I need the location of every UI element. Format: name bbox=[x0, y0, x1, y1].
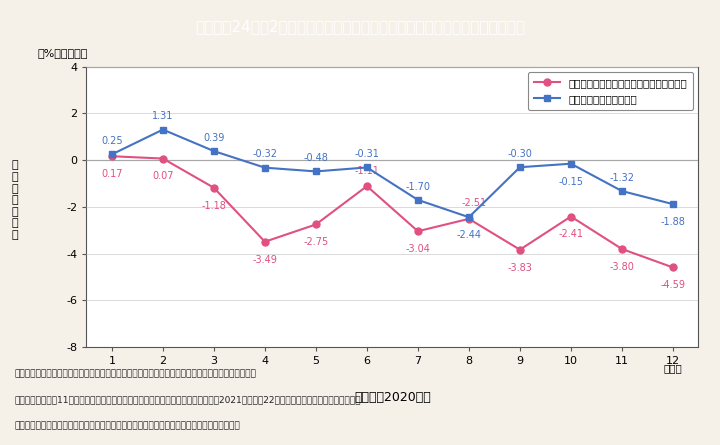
Text: -3.83: -3.83 bbox=[508, 263, 532, 272]
Text: -0.32: -0.32 bbox=[253, 150, 277, 159]
Text: -0.48: -0.48 bbox=[303, 153, 328, 163]
Text: -2.75: -2.75 bbox=[303, 237, 328, 247]
Text: Ｉ－特－24図　2つのグループ間での「コロナ効果」の比較：就業率への効果: Ｉ－特－24図 2つのグループ間での「コロナ効果」の比較：就業率への効果 bbox=[195, 19, 525, 34]
Text: 0.25: 0.25 bbox=[101, 136, 122, 146]
Text: -1.18: -1.18 bbox=[202, 201, 226, 210]
Text: ３．比較に当たり，学歴，年齢，地域，産業，職業，雇用形態の差は除去している。: ３．比較に当たり，学歴，年齢，地域，産業，職業，雇用形態の差は除去している。 bbox=[14, 422, 240, 431]
Text: 就
業
率
へ
の
効
果: 就 業 率 へ の 効 果 bbox=[11, 161, 18, 240]
Text: -2.51: -2.51 bbox=[462, 198, 487, 208]
Text: -3.80: -3.80 bbox=[609, 262, 634, 272]
Text: -3.49: -3.49 bbox=[253, 255, 277, 265]
Text: 1.31: 1.31 bbox=[152, 111, 174, 121]
Text: （月）: （月） bbox=[664, 364, 683, 373]
Text: （%ポイント）: （%ポイント） bbox=[37, 49, 88, 58]
Text: -0.30: -0.30 bbox=[508, 149, 532, 159]
Text: -1.88: -1.88 bbox=[660, 217, 685, 227]
X-axis label: 令和２（2020）年: 令和２（2020）年 bbox=[354, 391, 431, 404]
Text: -0.15: -0.15 bbox=[559, 177, 583, 186]
Text: 0.17: 0.17 bbox=[101, 169, 122, 179]
Legend: 末子が未就学又は小学生である有配偶女性, 子供のいない有配偶女性: 末子が未就学又は小学生である有配偶女性, 子供のいない有配偶女性 bbox=[528, 72, 693, 110]
Text: 0.39: 0.39 bbox=[203, 133, 225, 143]
Text: -0.31: -0.31 bbox=[354, 149, 379, 159]
Text: -4.59: -4.59 bbox=[660, 280, 685, 290]
Text: -2.41: -2.41 bbox=[559, 229, 583, 239]
Text: ２．「第11回コロナ下の女性への影響と課題に関する研究会」（令和３（2021）年４月22日）山口構成員提出資料より作成。: ２．「第11回コロナ下の女性への影響と課題に関する研究会」（令和３（2021）年… bbox=[14, 395, 361, 405]
Text: -1.32: -1.32 bbox=[609, 173, 634, 183]
Text: -2.44: -2.44 bbox=[456, 230, 482, 240]
Text: （備考）１．総務省統計局所管の「労働力調査」の調査票情報を利用して独自に集計を行ったもの。: （備考）１．総務省統計局所管の「労働力調査」の調査票情報を利用して独自に集計を行… bbox=[14, 369, 256, 378]
Text: -1.70: -1.70 bbox=[405, 182, 431, 192]
Text: 0.07: 0.07 bbox=[152, 171, 174, 182]
Text: -1.11: -1.11 bbox=[354, 166, 379, 176]
Text: -3.04: -3.04 bbox=[405, 244, 431, 254]
